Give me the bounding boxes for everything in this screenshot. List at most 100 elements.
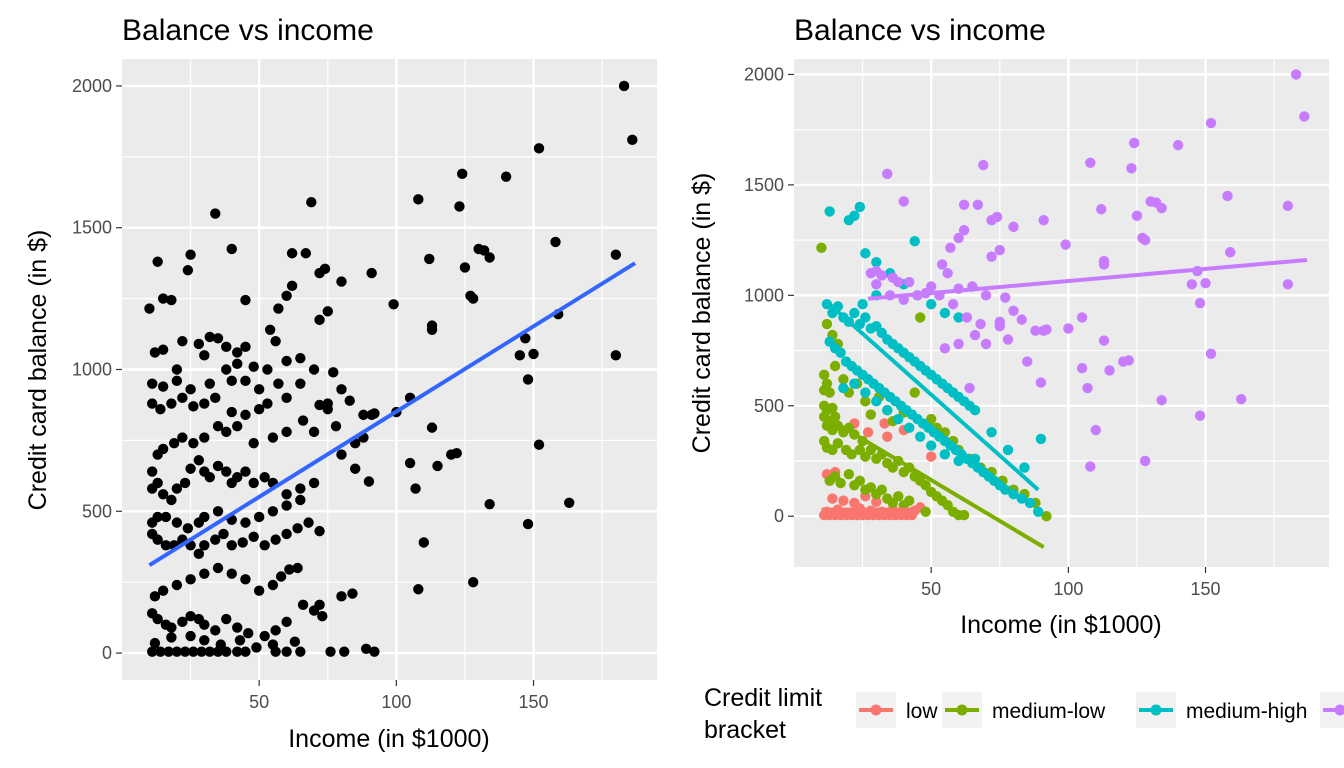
left-data-point	[248, 361, 259, 372]
left-data-point	[171, 364, 183, 375]
left-data-point	[185, 249, 196, 260]
left-data-point	[564, 497, 575, 508]
right-data-point-medium-high-violet	[1131, 210, 1143, 222]
right-data-point-medium-high-violet	[1082, 382, 1093, 394]
left-data-point	[520, 333, 531, 344]
left-data-point	[212, 333, 224, 344]
left-data-point	[308, 364, 320, 375]
right-data-point-medium-high	[882, 404, 893, 416]
right-data-point-medium-high	[1024, 497, 1036, 509]
right-x-tick-label: 100	[1053, 579, 1083, 599]
right-data-point-medium-high	[860, 312, 871, 323]
left-data-point	[212, 460, 224, 472]
left-data-point	[281, 355, 292, 367]
right-data-point-medium-high-violet	[975, 318, 986, 330]
right-data-point-medium-high-violet	[1076, 312, 1088, 323]
left-data-point	[363, 476, 375, 487]
left-data-point	[166, 294, 177, 306]
left-data-point	[232, 421, 243, 432]
left-data-point	[226, 406, 237, 418]
left-data-point	[166, 398, 177, 409]
left-chart: Balance vs income 0 500 1000 1500 2000 50 100…	[24, 14, 657, 753]
left-data-point	[410, 483, 421, 494]
left-y-tick-label: 1500	[72, 218, 112, 238]
left-data-point	[317, 610, 328, 622]
left-data-point	[204, 646, 215, 657]
right-data-point-medium-low	[876, 484, 887, 495]
left-data-point	[259, 630, 270, 642]
left-data-point	[522, 374, 534, 385]
left-data-point	[328, 367, 339, 378]
left-data-point	[413, 194, 424, 205]
left-data-point	[146, 646, 158, 657]
right-data-point-medium-high-violet	[1205, 348, 1217, 360]
left-data-point	[177, 432, 188, 443]
left-data-point	[152, 449, 163, 460]
right-data-point-medium-low	[827, 402, 838, 414]
right-data-point-medium-high	[1002, 444, 1014, 456]
left-data-point	[221, 466, 232, 477]
left-data-point	[226, 568, 237, 579]
left-data-point	[347, 588, 358, 599]
right-data-point-medium-high	[953, 312, 964, 323]
right-data-point-low	[879, 418, 890, 429]
left-data-point	[166, 494, 177, 506]
right-data-point-medium-low	[915, 312, 926, 323]
left-data-point	[251, 642, 262, 653]
left-data-point	[322, 403, 333, 415]
left-data-point	[446, 449, 457, 460]
left-data-point	[344, 395, 355, 406]
left-data-point	[212, 562, 224, 574]
left-data-point	[432, 460, 443, 472]
legend-key-point	[1334, 704, 1344, 716]
right-data-point-medium-high	[1008, 488, 1019, 500]
left-y-tick-label: 1000	[72, 360, 112, 380]
right-data-point-medium-high	[838, 382, 849, 394]
left-data-point	[528, 348, 539, 360]
left-data-point	[199, 350, 210, 361]
right-data-point-medium-high	[969, 453, 981, 464]
left-data-point	[149, 347, 161, 358]
right-data-point-medium-low	[893, 491, 904, 502]
right-data-point-medium-high-violet	[945, 242, 956, 254]
left-data-point	[339, 646, 350, 657]
left-y-tick-label: 0	[102, 643, 112, 663]
right-data-point-medium-high-violet	[1186, 279, 1198, 290]
left-data-point	[221, 613, 232, 625]
left-data-point	[618, 80, 630, 92]
right-chart: Balance vs income 0 500 1000 1500 2000 50 100…	[688, 14, 1329, 639]
right-data-point-medium-low	[829, 360, 841, 372]
right-data-point-medium-high-violet	[1222, 190, 1233, 202]
left-data-point	[226, 243, 237, 255]
right-data-point-medium-high-violet	[1016, 314, 1027, 325]
right-data-point-medium-high	[893, 413, 904, 425]
right-x-tick-label: 50	[921, 579, 941, 599]
right-data-point-medium-low	[832, 438, 844, 449]
left-data-point	[289, 636, 301, 647]
left-data-point	[369, 408, 380, 419]
right-data-point-medium-high-violet	[1194, 410, 1206, 421]
left-data-point	[350, 463, 361, 474]
left-data-point	[188, 401, 199, 412]
left-data-point	[234, 635, 246, 646]
left-points	[144, 80, 638, 657]
left-y-tick-label: 500	[82, 501, 112, 521]
left-data-point	[149, 637, 161, 649]
right-data-point-medium-high-violet	[1104, 365, 1115, 376]
right-data-point-medium-high	[849, 210, 860, 222]
left-data-point	[193, 517, 205, 528]
right-data-point-medium-high-violet	[1172, 139, 1184, 151]
left-data-point	[248, 477, 259, 489]
left-data-point	[330, 421, 342, 432]
left-data-point	[297, 599, 309, 611]
left-data-point	[533, 143, 545, 154]
right-data-point-medium-high-violet	[980, 290, 992, 301]
left-data-point	[177, 616, 188, 628]
left-data-point	[295, 352, 306, 364]
legend-label: medium-low	[992, 700, 1106, 723]
left-data-point	[253, 511, 265, 523]
right-data-point-low	[827, 493, 838, 504]
left-data-point	[232, 622, 243, 633]
left-data-point	[240, 646, 251, 657]
right-y-tick-label: 0	[774, 506, 784, 526]
